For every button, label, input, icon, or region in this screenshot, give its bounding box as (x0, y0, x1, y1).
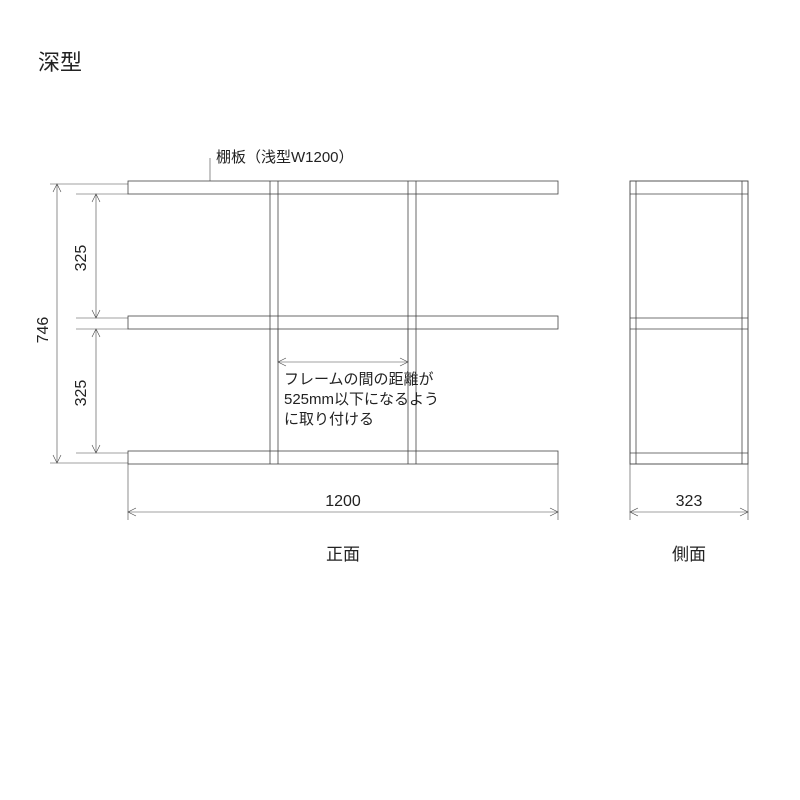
dim-gap-upper-value: 325 (73, 245, 90, 272)
dim-gap-lower-value: 325 (73, 380, 90, 407)
note-line2: 525mm以下になるよう (284, 391, 439, 408)
dim-width-value: 1200 (325, 493, 361, 510)
technical-drawing: 棚板（浅型W1200） フレームの間の距離が 525mm以下になるよう に取り付… (0, 0, 800, 800)
front-view: 棚板（浅型W1200） フレームの間の距離が 525mm以下になるよう に取り付… (35, 148, 558, 564)
dim-depth-323: 323 (630, 464, 748, 520)
note-line3: に取り付ける (284, 411, 374, 428)
shelf-bottom (128, 451, 558, 464)
dim-gap-lower: 325 (73, 329, 100, 453)
side-outer (630, 181, 748, 464)
inner-span-dim (278, 329, 408, 366)
dim-height-746: 746 (35, 184, 61, 463)
shelf-middle (128, 316, 558, 329)
dim-depth-value: 323 (676, 493, 703, 510)
drawing-title: 深型 (38, 45, 82, 77)
shelf-label: 棚板（浅型W1200） (216, 148, 354, 166)
dim-gap-upper: 325 (73, 194, 100, 318)
front-view-label: 正面 (326, 545, 360, 564)
note-line1: フレームの間の距離が (284, 370, 434, 388)
side-view: 323 側面 (630, 181, 748, 564)
dim-width-1200: 1200 (128, 464, 558, 520)
side-view-label: 側面 (672, 545, 706, 564)
dim-height-value: 746 (35, 317, 52, 344)
shelf-top (128, 181, 558, 194)
